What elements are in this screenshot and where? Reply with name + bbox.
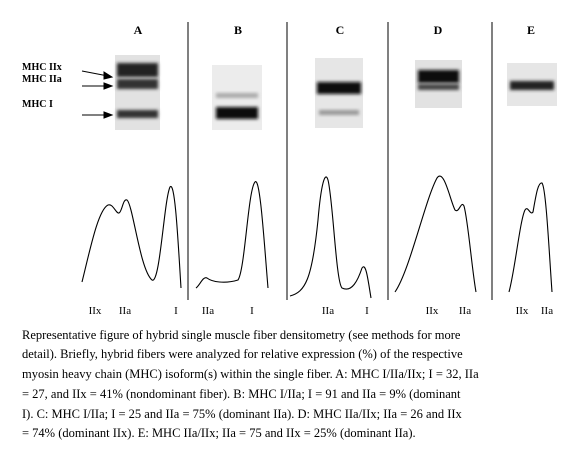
panel-label: D xyxy=(434,23,443,37)
caption-line: Representative figure of hybrid single m… xyxy=(22,328,461,342)
peak-label: IIa xyxy=(202,305,214,317)
caption-line: detail). Briefly, hybrid fibers were ana… xyxy=(22,347,463,361)
peak-label: IIa xyxy=(541,305,553,317)
caption: Representative figure of hybrid single m… xyxy=(22,328,479,440)
peak-label: I xyxy=(365,305,369,317)
peak-label: IIa xyxy=(119,305,131,317)
caption-line: = 27, and IIx = 41% (nondominant fiber).… xyxy=(22,387,461,401)
peak-label: I xyxy=(174,305,178,317)
peak-label: IIa xyxy=(322,305,334,317)
peak-label: IIa xyxy=(459,305,471,317)
gel-images xyxy=(115,55,557,130)
peak-label: IIx xyxy=(516,305,529,317)
arrows xyxy=(81,70,114,119)
band-label: MHC I xyxy=(22,99,53,110)
panel-label: A xyxy=(134,23,143,37)
peak-label: I xyxy=(250,305,254,317)
caption-line: = 74% (dominant IIx). E: MHC IIa/IIx; II… xyxy=(22,426,416,440)
dividers xyxy=(187,22,493,300)
traces xyxy=(81,175,553,299)
peak-label: IIx xyxy=(89,305,102,317)
panel-label: E xyxy=(527,23,535,37)
caption-line: I). C: MHC I/IIa; I = 25 and IIa = 75% (… xyxy=(22,407,463,421)
peak-label: IIx xyxy=(426,305,439,317)
panel-label: B xyxy=(234,23,242,37)
band-label: MHC IIa xyxy=(22,74,62,85)
panel-label: C xyxy=(336,23,345,37)
band-label: MHC IIx xyxy=(22,62,62,73)
caption-line: myosin heavy chain (MHC) isoform(s) with… xyxy=(22,367,479,381)
